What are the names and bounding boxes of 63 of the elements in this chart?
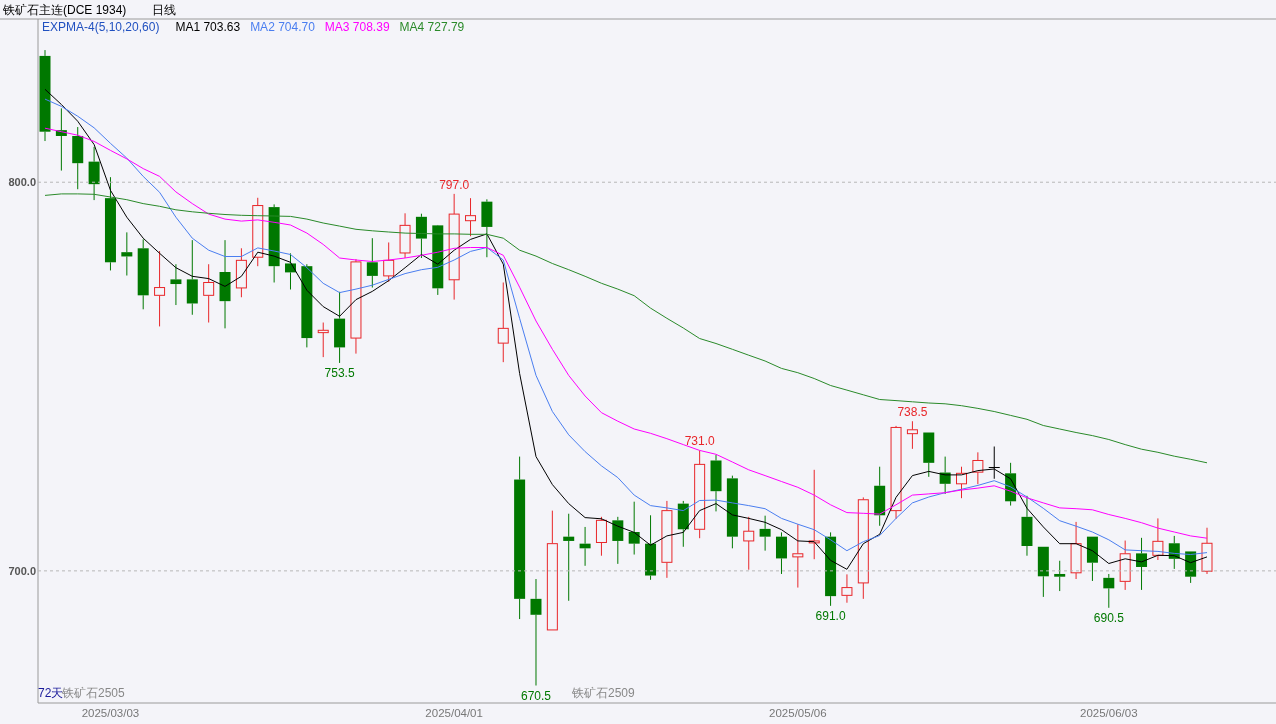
candlestick xyxy=(1201,527,1213,575)
candlestick xyxy=(415,213,427,259)
candlestick xyxy=(137,238,149,310)
legend-title: EXPMA-4(5,10,20,60) xyxy=(42,20,160,34)
y-tick-label: 800.0 xyxy=(8,176,36,189)
text: MA3 708.39 xyxy=(324,20,390,34)
candlestick xyxy=(825,531,837,607)
candlestick xyxy=(628,501,640,556)
candlestick xyxy=(890,425,902,520)
candlestick xyxy=(530,578,542,687)
annotation: 797.0 xyxy=(439,177,470,192)
candlestick xyxy=(154,250,166,327)
annotation: 铁矿石2505 xyxy=(61,686,126,700)
candlestick xyxy=(775,531,787,575)
candlestick xyxy=(857,496,869,600)
candlestick xyxy=(661,500,673,579)
candlestick xyxy=(874,466,886,527)
candlestick xyxy=(972,451,984,485)
candlestick xyxy=(841,573,853,604)
candlestick xyxy=(121,231,133,276)
candlestick xyxy=(1021,495,1033,557)
candlestick xyxy=(645,514,657,581)
candlestick xyxy=(170,263,182,306)
candlestick xyxy=(219,239,231,329)
candlestick xyxy=(1103,573,1115,609)
candlestick xyxy=(481,198,493,258)
candlestick xyxy=(448,193,460,301)
x-tick-label: 2025/04/01 xyxy=(425,707,483,719)
candlestick xyxy=(792,523,804,589)
candlestick xyxy=(39,49,51,142)
candlestick xyxy=(563,513,575,602)
candlestick xyxy=(203,263,215,324)
candlestick xyxy=(612,516,624,565)
candlestick xyxy=(301,263,313,348)
annotation: 铁矿石2509 xyxy=(571,686,636,700)
y-tick-label: 700.0 xyxy=(8,564,36,577)
candlestick xyxy=(710,454,722,512)
text: MA1 703.63 xyxy=(175,20,241,34)
candlestick xyxy=(88,146,100,201)
annotation: 753.5 xyxy=(324,365,355,380)
x-tick-label: 2025/03/03 xyxy=(81,707,140,719)
chart-subtitle: 日线 xyxy=(152,3,176,17)
candlestick xyxy=(497,282,509,363)
annotation: 691.0 xyxy=(815,608,846,623)
annotation: 731.0 xyxy=(684,434,715,449)
annotation: 690.5 xyxy=(1093,610,1125,625)
annotation: 670.5 xyxy=(520,688,552,703)
candlestick xyxy=(514,456,526,620)
candlestick xyxy=(1152,517,1164,561)
text: MA4 727.79 xyxy=(399,20,465,34)
chart-title: 铁矿石主连(DCE 1934) xyxy=(2,3,127,17)
candlestick xyxy=(808,469,820,560)
line-series xyxy=(44,193,1208,464)
candlestick xyxy=(759,515,771,552)
candlestick xyxy=(399,212,411,259)
annotation: 738.5 xyxy=(897,405,928,420)
candlestick xyxy=(743,516,755,571)
candlestick xyxy=(1070,521,1082,580)
candlestick xyxy=(334,291,346,364)
candlestick xyxy=(186,239,198,316)
x-tick-label: 2025/06/03 xyxy=(1080,707,1138,719)
text: MA2 704.70 xyxy=(250,20,316,34)
x-tick-label: 2025/05/06 xyxy=(769,707,827,719)
